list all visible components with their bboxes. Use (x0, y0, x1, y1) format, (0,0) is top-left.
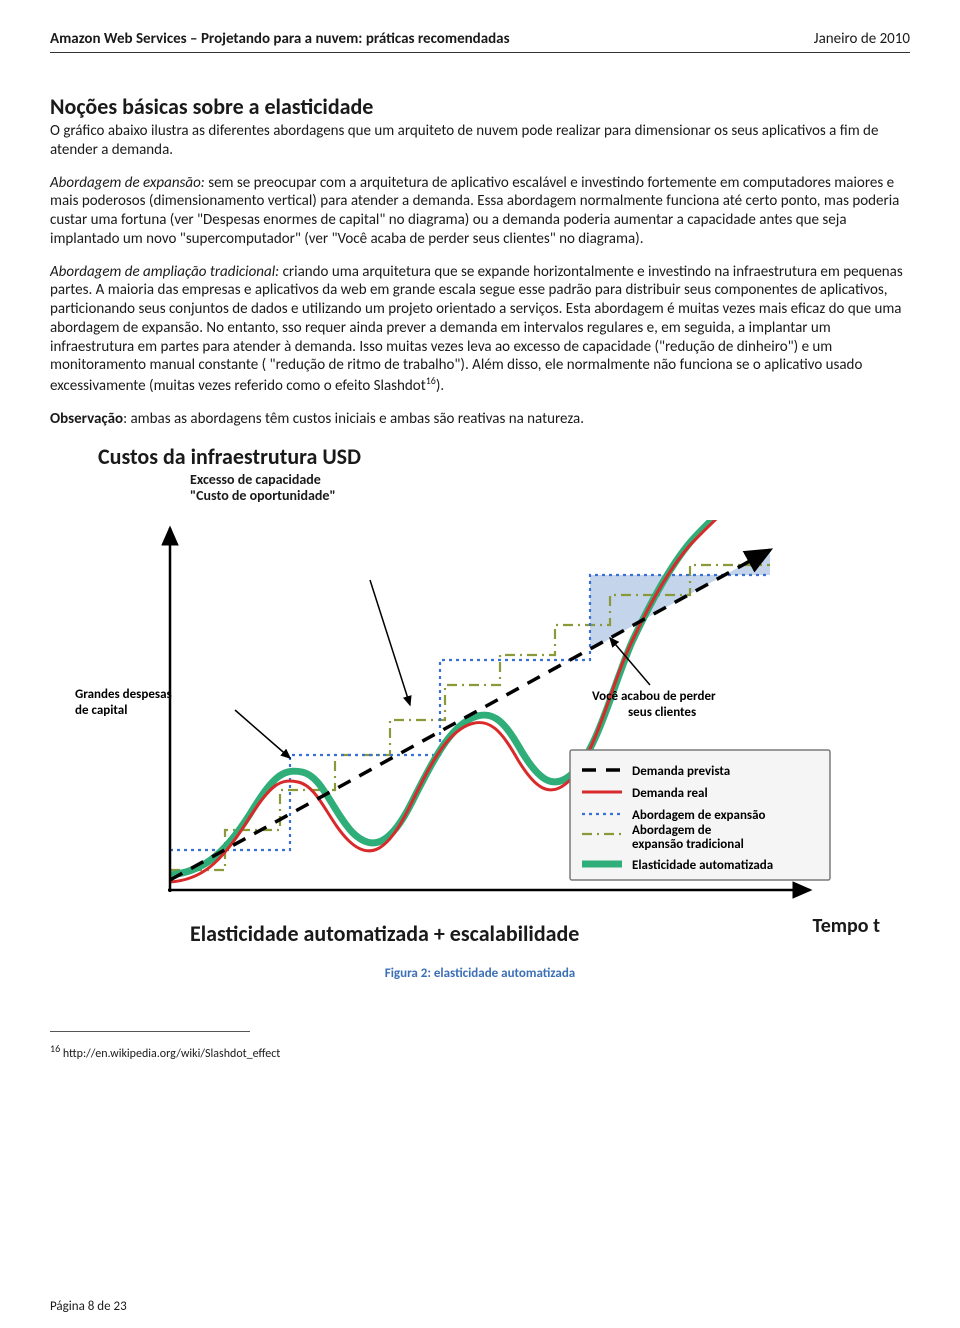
traditional-body: criando uma arquitetura que se expande h… (50, 263, 903, 396)
lost-label-l1: Você acabou de perder (592, 689, 716, 704)
excess-l2: "Custo de oportunidade" (190, 487, 336, 504)
arrow-excess (370, 580, 410, 705)
section-title: Noções básicas sobre a elasticidade (50, 93, 910, 120)
footnote: 16 http://en.wikipedia.org/wiki/Slashdot… (50, 1042, 910, 1061)
chart-xlabel: Tempo t (813, 914, 880, 938)
chart-subtitle-bottom: Elasticidade automatizada + escalabilida… (190, 920, 579, 947)
legend-actual: Demanda real (632, 786, 708, 801)
traditional-paragraph: Abordagem de ampliação tradicional: cria… (50, 263, 910, 396)
capex-label-l1: Grandes despesas (75, 687, 172, 702)
header-company: Amazon Web Services – (50, 30, 198, 48)
footnote-marker: 16 (426, 374, 436, 387)
capex-label-l2: de capital (75, 703, 127, 718)
traditional-tail: ). (436, 377, 444, 395)
legend-scaleup: Abordagem de expansão (632, 808, 766, 823)
intro-paragraph: O gráfico abaixo ilustra as diferentes a… (50, 122, 910, 160)
chart-title: Custos da infraestrutura USD (98, 443, 890, 470)
legend-elastic: Elasticidade automatizada (632, 858, 773, 873)
expansion-lead: Abordagem de expansão: (50, 174, 205, 192)
header-doc-title: Projetando para a nuvem: práticas recome… (201, 30, 510, 48)
chart-svg: Grandes despesas de capital Você acabou … (70, 500, 890, 920)
expansion-paragraph: Abordagem de expansão: sem se preocupar … (50, 174, 910, 249)
legend-predicted: Demanda prevista (632, 764, 730, 779)
observation-lead: Observação (50, 410, 123, 428)
header-rule (50, 52, 910, 53)
figure-caption: Figura 2: elasticidade automatizada (70, 966, 890, 981)
footnote-num: 16 (50, 1042, 60, 1055)
chart-bottom-row: Elasticidade automatizada + escalabilida… (70, 920, 890, 954)
chart-legend: Demanda prevista Demanda real Abordagem … (570, 750, 830, 880)
page-header: Amazon Web Services – Projetando para a … (50, 30, 910, 48)
page: Amazon Web Services – Projetando para a … (0, 0, 960, 1328)
header-date: Janeiro de 2010 (814, 30, 910, 48)
footnote-rule (50, 1031, 250, 1032)
excess-l1: Excesso de capacidade (190, 471, 321, 488)
header-left: Amazon Web Services – Projetando para a … (50, 30, 510, 48)
legend-trad-l1: Abordagem de (632, 823, 712, 838)
traditional-lead: Abordagem de ampliação tradicional: (50, 263, 279, 281)
observation-body: : ambas as abordagens têm custos iniciai… (123, 410, 584, 428)
arrow-capex (235, 710, 290, 758)
legend-trad-l2: expansão tradicional (632, 837, 744, 852)
elasticity-chart: Custos da infraestrutura USD Excesso de … (70, 443, 890, 981)
footnote-text: http://en.wikipedia.org/wiki/Slashdot_ef… (60, 1047, 280, 1061)
lost-label-l2: seus clientes (628, 705, 696, 720)
page-number: Página 8 de 23 (50, 1299, 127, 1314)
observation-paragraph: Observação: ambas as abordagens têm cust… (50, 410, 910, 429)
